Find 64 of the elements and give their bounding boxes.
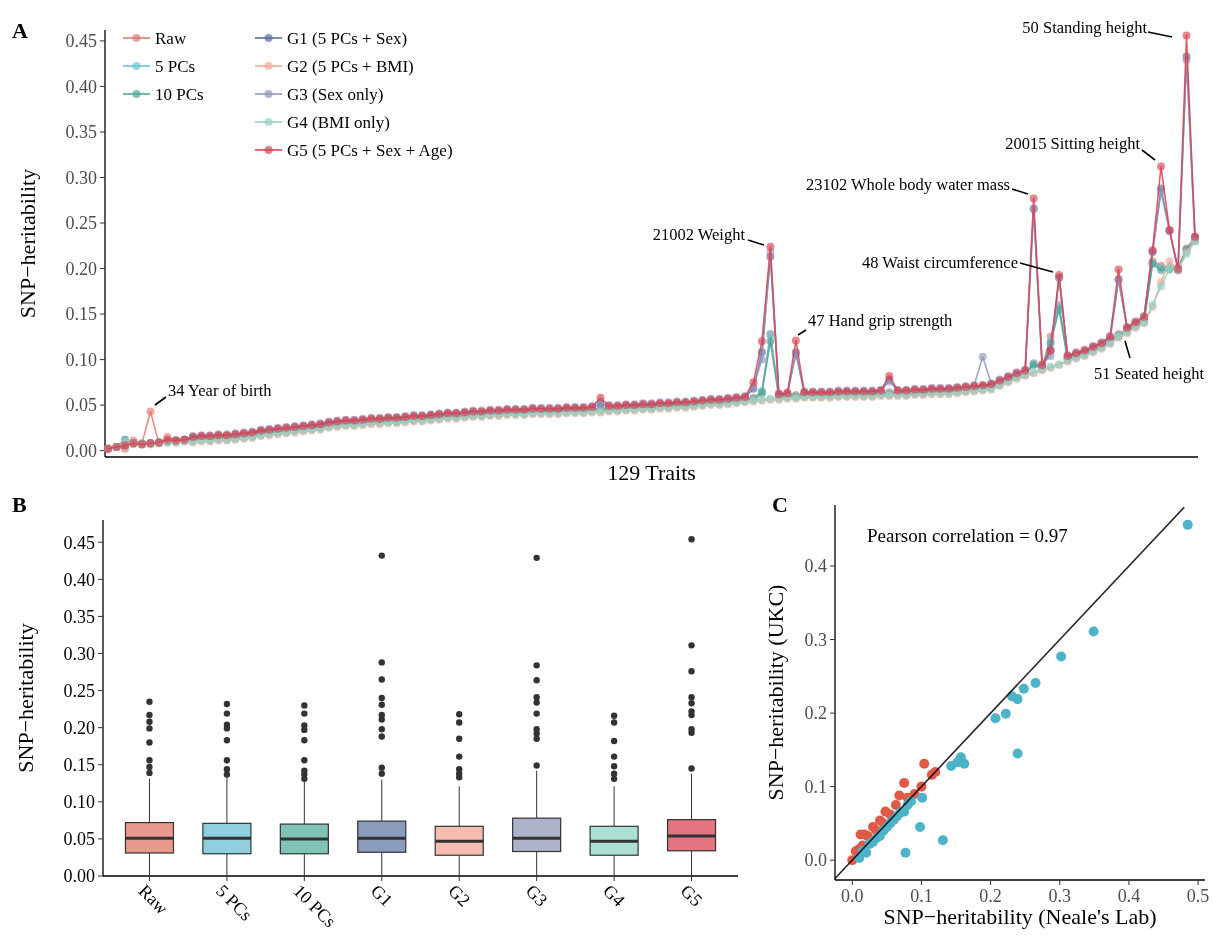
annotation: 48 Waist circumference [862,253,1018,272]
y-tick-label: 0.45 [63,532,95,553]
legend-label: Raw [155,28,187,48]
y-tick-label: 0.45 [65,31,97,52]
legend-label: 5 PCs [155,56,196,76]
y-tick-label: 0.2 [804,703,827,724]
annotation: 51 Seated height [1094,364,1205,383]
y-tick-label: 0.05 [65,395,97,416]
y-tick-label: 0.4 [804,556,827,577]
x-tick-label: G4 [599,880,629,911]
legend-label: G5 (5 PCs + Sex + Age) [287,140,453,160]
y-axis-title: SNP−heritability [13,623,38,773]
chart-title: A [12,18,28,43]
y-tick-label: 0.20 [63,717,95,738]
x-axis-title: SNP−heritability (Neale's Lab) [883,904,1157,929]
x-tick-label: 0.1 [910,886,933,906]
legend-label: 10 PCs [155,84,204,104]
x-tick-label: G3 [521,880,552,911]
annotation: 20015 Sitting height [1005,134,1141,153]
y-tick-label: 0.15 [63,755,95,776]
annotation: 47 Hand grip strength [808,311,954,330]
y-axis-title: SNP−heritability [15,168,40,319]
y-tick-label: 0.00 [65,440,97,461]
legend-label: G2 (5 PCs + BMI) [287,56,414,76]
legend-label: G4 (BMI only) [287,112,390,132]
y-tick-label: 0.3 [804,629,827,650]
y-tick-label: 0.10 [63,792,95,813]
y-tick-label: 0.30 [65,167,97,188]
y-tick-label: 0.00 [63,866,95,887]
y-tick-label: 0.1 [804,776,827,797]
chart-title: C [772,492,788,517]
x-tick-label: 10 PCs [289,880,341,932]
x-tick-label: G2 [444,880,475,911]
x-tick-label: 0.2 [979,886,1002,906]
chart-title: B [12,492,27,517]
x-tick-label: G1 [366,880,397,911]
y-tick-label: 0.35 [65,122,97,143]
x-tick-label: G5 [676,880,707,911]
y-tick-label: 0.40 [65,76,97,97]
annotation: Pearson correlation = 0.97 [867,525,1068,546]
x-tick-label: 5 PCs [212,880,257,925]
x-tick-label: 0.5 [1186,886,1210,906]
x-tick-label: Raw [134,880,173,919]
y-tick-label: 0.05 [63,829,95,850]
annotation: 23102 Whole body water mass [805,175,1010,194]
x-tick-label: 0.0 [841,886,864,906]
y-tick-label: 0.15 [65,304,97,325]
legend-label: G3 (Sex only) [287,84,384,104]
y-tick-label: 0.30 [63,643,95,664]
x-tick-label: 0.4 [1117,886,1141,906]
y-axis-title: SNP−heritability (UKC) [763,584,788,801]
y-tick-label: 0.20 [65,258,97,279]
annotation: 50 Standing height [1022,18,1148,37]
annotation: 21002 Weight [652,225,746,244]
legend-label: G1 (5 PCs + Sex) [287,28,408,48]
x-axis-title: 129 Traits [607,460,696,485]
y-tick-label: 0.25 [65,213,97,234]
y-tick-label: 0.10 [65,349,97,370]
y-tick-label: 0.40 [63,569,95,590]
y-tick-label: 0.0 [804,850,827,871]
y-tick-label: 0.25 [63,680,95,701]
y-tick-label: 0.35 [63,606,95,627]
x-tick-label: 0.3 [1048,886,1072,906]
annotation: 34 Year of birth [168,381,273,400]
